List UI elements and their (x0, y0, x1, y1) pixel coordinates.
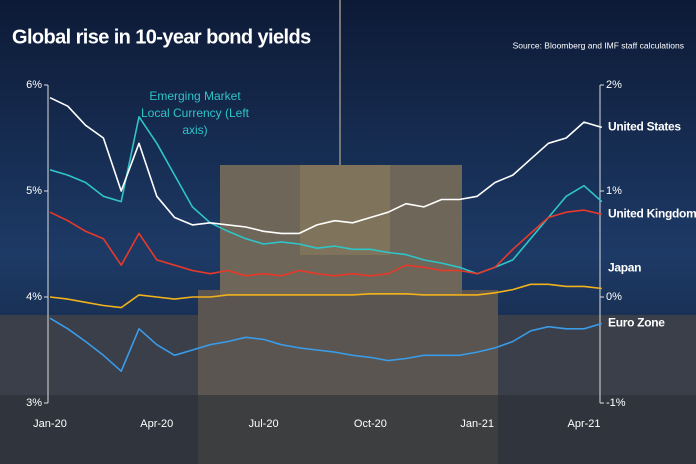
source: Source: Bloomberg and IMF staff calculat… (513, 40, 684, 50)
series-line (49, 283, 602, 309)
y-tick-label: 5% (26, 185, 42, 197)
x-tick-label: Jan-20 (33, 418, 67, 430)
series-label: Euro Zone (608, 316, 665, 330)
series-label: Emerging Market Local Currency (Left axi… (140, 89, 250, 137)
series-label: Japan (608, 261, 641, 275)
series-label: United States (608, 120, 681, 134)
series-line (49, 317, 603, 372)
x-tick-label: Apr-21 (567, 418, 600, 430)
series-label: United Kingdom (608, 206, 696, 220)
y2-tick-label: -1% (606, 397, 626, 409)
y2-tick-label: 0% (606, 291, 622, 303)
x-tick-label: Jan-21 (460, 418, 494, 430)
x-tick-label: Apr-20 (140, 418, 173, 430)
series-line (49, 116, 603, 275)
series-line (49, 209, 602, 277)
chart-title: Global rise in 10-year bond yields (12, 26, 311, 48)
y-tick-label: 6% (26, 79, 42, 91)
x-tick-label: Jul-20 (249, 418, 279, 430)
y-tick-label: 4% (26, 291, 42, 303)
y2-tick-label: 1% (606, 185, 622, 197)
y2-tick-label: 2% (606, 79, 622, 91)
series-line (49, 96, 603, 235)
x-tick-label: Oct-20 (354, 418, 387, 430)
y-tick-label: 3% (26, 397, 42, 409)
